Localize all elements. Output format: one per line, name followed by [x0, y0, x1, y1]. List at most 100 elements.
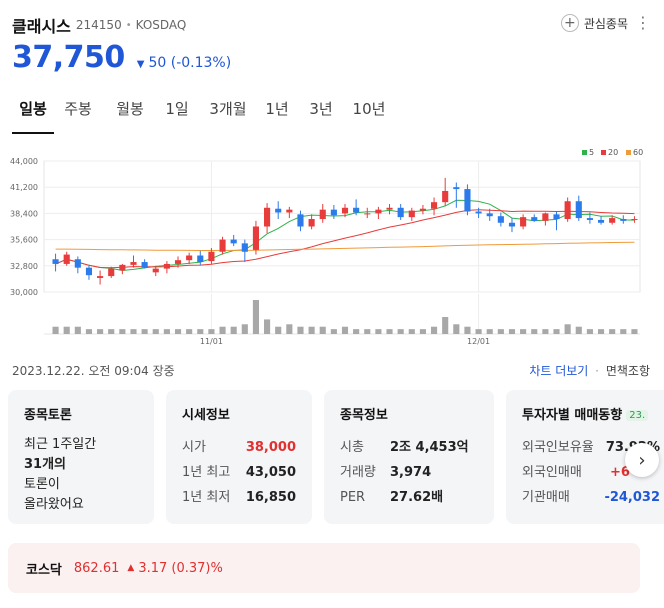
info-key: 1년 최저: [182, 490, 231, 505]
volume-bar: [174, 329, 182, 334]
volume-bar: [219, 326, 226, 334]
candle-body: [108, 268, 115, 277]
info-row: 시가 38,000: [182, 435, 296, 460]
market-info-card[interactable]: 시세정보 시가 38,000 1년 최고 43,050 1년 최저 16,850: [166, 390, 312, 524]
info-key: 기관매매: [522, 490, 570, 505]
info-value: 2조 4,453억: [390, 440, 469, 455]
tab-weekly[interactable]: 주봉: [64, 100, 92, 118]
price-row: 37,750 ▼ 50 (-0.13%): [12, 40, 231, 75]
candle-body: [230, 239, 237, 244]
legend-swatch: [601, 150, 606, 155]
plus-icon: +: [560, 14, 579, 32]
tab-3years[interactable]: 3년: [309, 100, 333, 118]
candle-body: [308, 219, 315, 227]
candle-body: [197, 255, 204, 263]
card-title: 종목토론: [24, 408, 72, 423]
candle-body: [397, 207, 404, 218]
info-value: 38,000: [245, 440, 296, 455]
info-value: 43,050: [245, 465, 296, 480]
x-tick-label: 12/01: [467, 337, 490, 346]
stock-info-card[interactable]: 종목정보 시총 2조 4,453억 거래량 3,974 PER 27.62배: [324, 390, 494, 524]
candle-body: [609, 218, 616, 223]
index-bar[interactable]: 코스닥 862.61 ▲ 3.17 (0.37)%: [8, 543, 640, 593]
index-change: 3.17 (0.37)%: [138, 560, 223, 576]
candle-body: [52, 259, 59, 264]
candle-body: [486, 213, 493, 217]
candle-body: [375, 209, 382, 214]
price-chart[interactable]: 44,000 41,200 38,400 35,600 32,800 30,000 11/0…: [0, 144, 664, 354]
candle-body: [252, 226, 260, 250]
discussion-line: 올라왔어요: [24, 497, 84, 512]
info-cards: 종목토론 최근 1주일간 31개의 토론이 올라왔어요 시세정보 시가 38,0…: [8, 390, 664, 526]
info-key: 시총: [340, 440, 364, 455]
candle-body: [586, 218, 593, 220]
volume-bar: [553, 329, 560, 334]
candle-body: [419, 208, 426, 211]
favorite-button[interactable]: + 관심종목: [560, 14, 628, 32]
info-row: 기관매매 -24,032: [522, 485, 660, 510]
stock-name: 클래시스: [12, 17, 71, 36]
disclaimer-link[interactable]: 면책조항: [605, 364, 650, 378]
card-title: 종목정보: [340, 408, 388, 423]
candle-body: [163, 263, 170, 269]
meta-row: 2023.12.22. 오전 09:04 장중 차트 더보기 · 면책조항: [12, 362, 650, 379]
y-tick-label: 35,600: [10, 236, 38, 245]
investor-title: 투자자별 매매동향: [522, 408, 623, 423]
candle-body: [330, 209, 337, 216]
date-badge: 23.: [626, 410, 649, 421]
legend-label: 20: [608, 148, 618, 157]
index-value: 862.61: [73, 560, 120, 576]
tab-1day[interactable]: 1일: [165, 100, 189, 118]
card-title: 투자자별 매매동향 23.: [522, 404, 660, 423]
volume-bar: [497, 329, 504, 334]
volume-bar: [486, 329, 493, 334]
candle-body: [631, 219, 638, 221]
info-row: 1년 최고 43,050: [182, 460, 296, 485]
discussion-card[interactable]: 종목토론 최근 1주일간 31개의 토론이 올라왔어요: [8, 390, 154, 524]
volume-bar: [353, 329, 360, 334]
y-tick-label: 41,200: [10, 183, 38, 192]
candle-body: [620, 219, 627, 221]
next-card-button[interactable]: ›: [625, 443, 659, 477]
chart-more-link[interactable]: 차트 더보기: [529, 364, 589, 378]
info-key: 외국인보유율: [522, 440, 594, 455]
volume-bar: [275, 326, 282, 334]
info-row: PER 27.62배: [340, 485, 478, 510]
candle-body: [442, 190, 449, 203]
y-tick-label: 44,000: [10, 157, 38, 166]
info-value: -24,032: [604, 490, 660, 505]
more-options-icon[interactable]: ⋮: [635, 13, 651, 32]
x-tick-label: 11/01: [200, 337, 223, 346]
discussion-line: 최근 1주일간: [24, 437, 97, 452]
volume-bar: [564, 324, 571, 334]
y-tick-label: 30,000: [10, 288, 38, 297]
volume-bar: [542, 329, 549, 334]
tab-daily[interactable]: 일봉: [12, 94, 54, 134]
tab-3months[interactable]: 3개월: [209, 100, 247, 118]
candle-body: [553, 214, 560, 220]
volume-bar: [442, 317, 449, 334]
volume-bar: [252, 300, 260, 334]
candle-body: [97, 276, 104, 278]
tab-monthly[interactable]: 월봉: [116, 100, 144, 118]
tab-10years[interactable]: 10년: [352, 100, 386, 118]
volume-bar: [119, 329, 126, 334]
candle-body: [319, 209, 326, 220]
tab-1year[interactable]: 1년: [265, 100, 289, 118]
volume-bar: [85, 329, 93, 334]
info-key: PER: [340, 490, 366, 505]
info-value: 3,974: [390, 465, 432, 480]
index-name: 코스닥: [26, 562, 62, 578]
volume-bar: [386, 329, 393, 334]
info-row: 1년 최저 16,850: [182, 485, 296, 510]
volume-bar: [397, 329, 404, 334]
ma60-line: [55, 241, 635, 251]
info-key: 시가: [182, 440, 206, 455]
volume-bar: [319, 326, 326, 334]
candle-body: [85, 267, 93, 276]
info-key: 거래량: [340, 465, 376, 480]
volume-bar: [186, 329, 193, 334]
candle-body: [430, 202, 438, 209]
volume-bar: [286, 324, 293, 334]
candle-body: [508, 222, 516, 227]
